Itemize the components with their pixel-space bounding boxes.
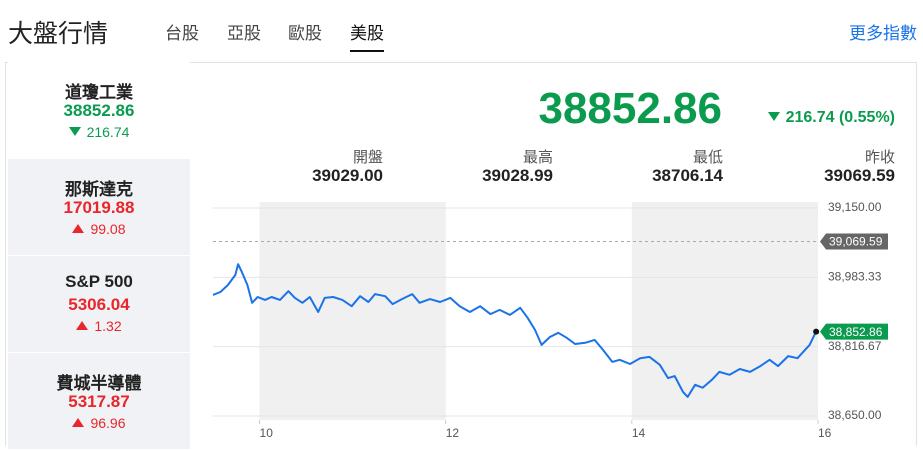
index-item[interactable]: S&P 500 5306.04 1.32 bbox=[8, 256, 190, 353]
y-tick-label: 38,816.67 bbox=[828, 339, 882, 353]
y-tick-label: 39,150.00 bbox=[828, 200, 882, 214]
stat-label: 昨收 bbox=[864, 149, 895, 166]
big-change: 216.74 (0.55%) bbox=[767, 109, 895, 127]
tab[interactable]: 亞股 bbox=[227, 24, 261, 43]
x-tick-label: 14 bbox=[632, 426, 646, 440]
index-value: 5317.87 bbox=[68, 392, 130, 411]
tab[interactable]: 台股 bbox=[165, 24, 199, 43]
stat-value: 39029.00 bbox=[312, 166, 383, 185]
end-tag bbox=[820, 323, 888, 340]
index-change: 1.32 bbox=[8, 318, 190, 334]
reference-label: 39,069.59 bbox=[829, 235, 883, 249]
change-text: 96.96 bbox=[90, 415, 126, 431]
index-name: S&P 500 bbox=[65, 272, 133, 291]
stat-label: 最低 bbox=[692, 149, 723, 166]
index-value: 38852.86 bbox=[63, 101, 135, 120]
panel bbox=[5, 62, 917, 446]
change-text: 1.32 bbox=[94, 318, 122, 334]
direction-arrow bbox=[72, 418, 85, 427]
x-tick-label: 16 bbox=[818, 426, 832, 440]
last-point bbox=[813, 328, 820, 335]
direction-arrow bbox=[76, 321, 89, 330]
y-tick-label: 38,650.00 bbox=[828, 408, 882, 422]
tab[interactable]: 歐股 bbox=[288, 24, 322, 43]
change-text: 216.74 bbox=[86, 124, 130, 140]
stat-value: 39028.99 bbox=[482, 166, 553, 185]
index-change: 96.96 bbox=[8, 415, 190, 431]
stat-value: 39069.59 bbox=[824, 166, 895, 185]
index-value: 5306.04 bbox=[68, 295, 130, 314]
x-tick-label: 10 bbox=[260, 426, 274, 440]
change-text: 99.08 bbox=[90, 221, 126, 237]
index-item[interactable]: 費城半導體 5317.87 96.96 bbox=[8, 353, 190, 450]
index-item[interactable]: 那斯達克 17019.88 99.08 bbox=[8, 159, 190, 256]
tab[interactable]: 美股 bbox=[350, 19, 384, 52]
reference-tag bbox=[820, 233, 888, 250]
index-name: 費城半導體 bbox=[56, 374, 142, 393]
end-label: 38,852.86 bbox=[829, 325, 883, 339]
price-line bbox=[212, 263, 817, 398]
index-item[interactable]: 道瓊工業 38852.86 216.74 bbox=[8, 62, 190, 159]
index-name: 道瓊工業 bbox=[65, 83, 133, 102]
more-link[interactable]: 更多指數 bbox=[849, 24, 917, 43]
page-title: 大盤行情 bbox=[8, 20, 109, 48]
big-value: 38852.86 bbox=[538, 84, 722, 133]
index-change: 216.74 bbox=[8, 124, 190, 140]
change-text: 216.74 (0.55%) bbox=[785, 109, 895, 126]
direction-arrow bbox=[767, 112, 780, 121]
stat-value: 38706.14 bbox=[652, 166, 723, 185]
stat-label: 最高 bbox=[522, 149, 553, 166]
hour-band bbox=[259, 202, 446, 420]
x-tick-label: 12 bbox=[446, 426, 460, 440]
index-change: 99.08 bbox=[8, 221, 190, 237]
stat-label: 開盤 bbox=[352, 149, 383, 166]
index-name: 那斯達克 bbox=[65, 180, 133, 199]
direction-arrow bbox=[72, 224, 85, 233]
direction-arrow bbox=[68, 127, 81, 136]
index-value: 17019.88 bbox=[63, 198, 135, 217]
y-tick-label: 38,983.33 bbox=[828, 270, 882, 284]
hour-band bbox=[631, 202, 818, 420]
